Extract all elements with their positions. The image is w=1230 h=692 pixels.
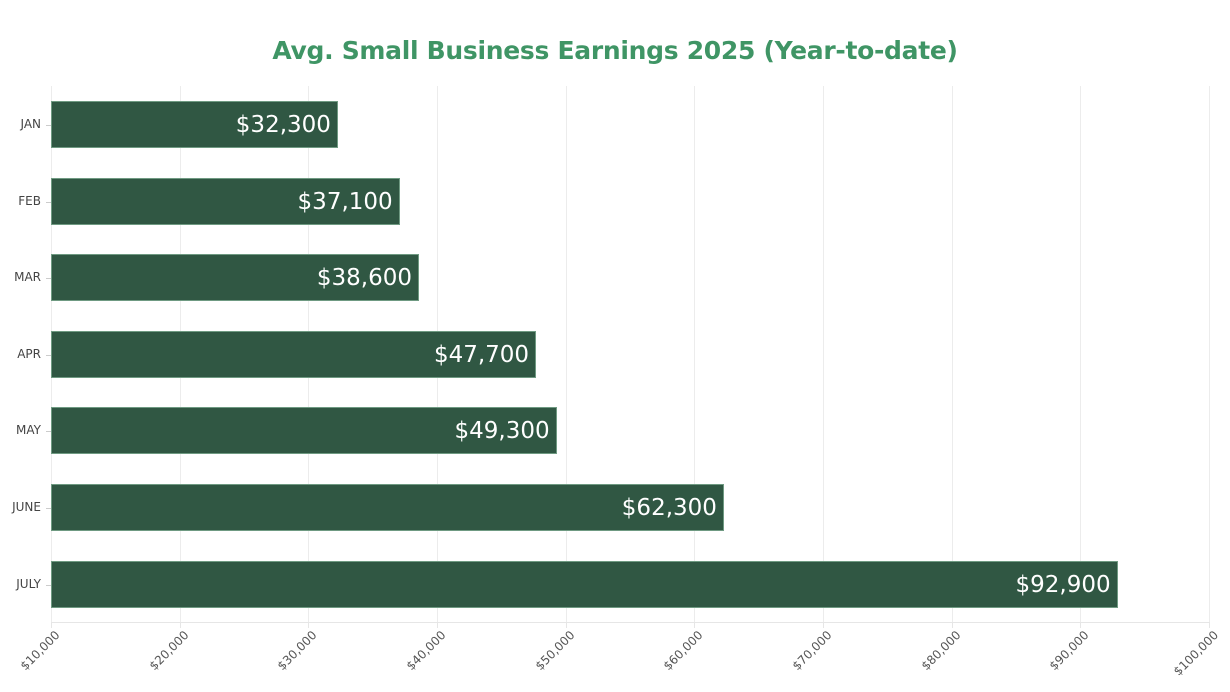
x-tick [565,622,567,628]
bar-value-label: $62,300 [621,494,717,521]
x-tick [308,622,310,628]
y-tick [46,431,51,432]
bar-may: $49,300 [51,407,557,454]
y-category-label: MAR [14,270,41,284]
x-tick [437,622,438,628]
y-tick [46,202,51,203]
y-category-label: JUNE [12,500,41,514]
gridline [951,86,953,622]
bar-jan: $32,300 [51,101,338,148]
gridline [694,86,696,622]
bar-value-label: $37,100 [297,188,393,215]
y-tick [46,508,51,509]
bar-value-label: $38,600 [316,264,412,291]
y-category-label: JAN [20,117,41,131]
gridline [823,86,824,622]
bar-value-label: $92,900 [1015,571,1111,598]
gridline [1209,86,1210,622]
y-category-label: APR [17,347,41,361]
x-tick [1209,622,1210,628]
y-tick [46,278,51,279]
x-tick-label: $10,000 [17,628,63,673]
bar-july: $92,900 [51,561,1118,608]
x-tick [823,622,824,628]
y-tick [46,585,51,586]
x-tick-label: $70,000 [789,628,835,673]
bar-apr: $47,700 [51,331,537,378]
bar-feb: $37,100 [51,178,400,225]
x-tick-label: $100,000 [1170,628,1222,679]
x-tick [179,622,181,628]
x-tick [51,622,52,628]
bar-june: $62,300 [51,484,724,531]
gridline [1080,86,1082,622]
bar-value-label: $32,300 [235,111,331,138]
bar-mar: $38,600 [51,254,419,301]
x-tick [951,622,953,628]
y-category-label: FEB [18,194,41,208]
y-category-label: JULY [16,577,41,591]
y-category-label: MAY [16,423,41,437]
bar-value-label: $47,700 [433,341,530,368]
y-tick [46,125,51,126]
x-tick-label: $50,000 [532,628,578,673]
x-tick-label: $30,000 [274,628,320,673]
gridline [565,86,567,622]
x-axis-line [51,622,1209,623]
y-tick [46,355,51,356]
x-tick [694,622,696,628]
x-tick [1080,622,1082,628]
x-tick-label: $60,000 [660,628,706,673]
chart-title: Avg. Small Business Earnings 2025 (Year-… [272,36,958,65]
bar-value-label: $49,300 [454,417,550,444]
x-tick-label: $40,000 [403,628,449,673]
x-tick-label: $20,000 [146,628,192,673]
x-tick-label: $80,000 [918,628,964,673]
x-tick-label: $90,000 [1046,628,1092,673]
